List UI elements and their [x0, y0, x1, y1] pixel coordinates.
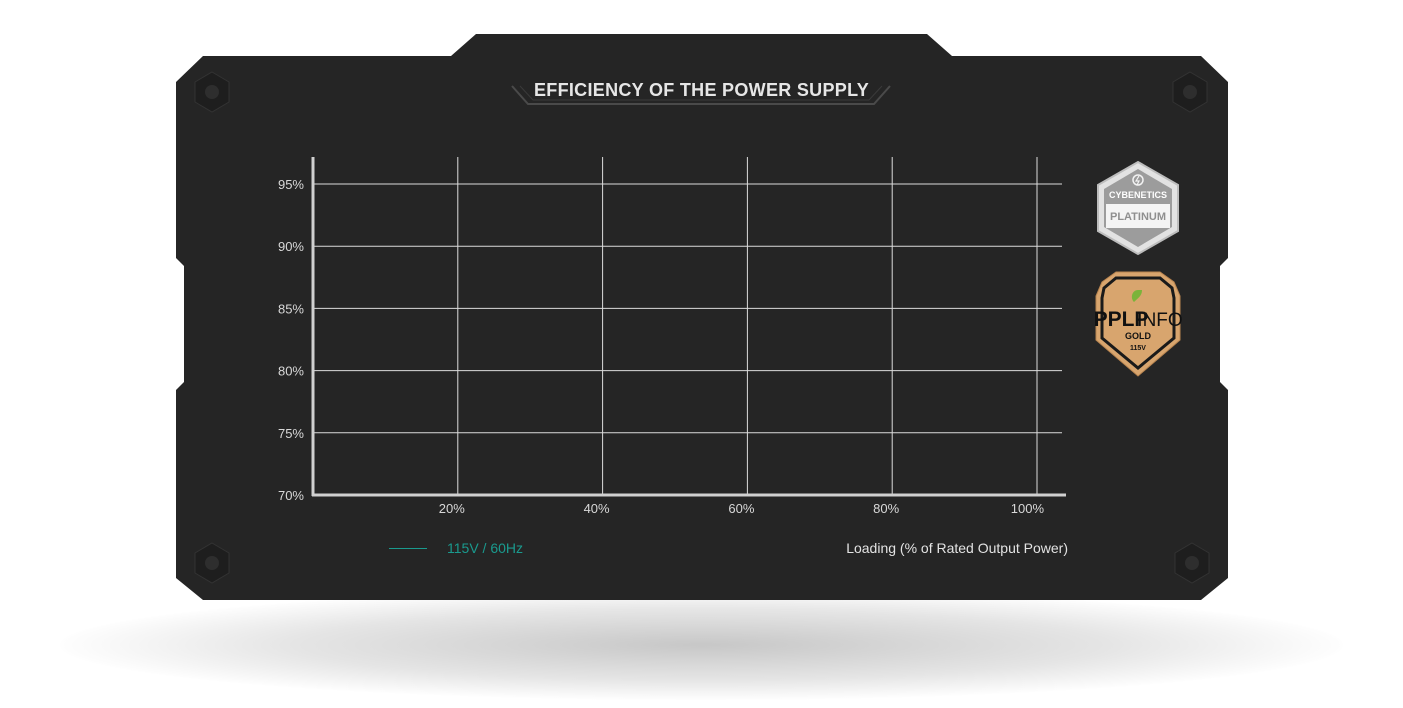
x-tick-label: 60%	[728, 501, 754, 516]
leaf-icon	[1131, 290, 1142, 302]
cybenetics-brand: CYBENETICS	[1109, 190, 1167, 200]
lightning-icon	[1132, 174, 1144, 186]
corner-screw-icon	[1174, 542, 1210, 584]
x-tick-label: 20%	[439, 501, 465, 516]
corner-screw-icon	[194, 71, 230, 113]
legend-line-swatch	[389, 547, 427, 549]
grid-layer	[313, 157, 1062, 495]
cybenetics-platinum-badge: CYBENETICS PLATINUM	[1097, 160, 1179, 256]
x-tick-label: 80%	[873, 501, 899, 516]
title-frame-inner	[519, 85, 883, 101]
pplp-voltage: 115V	[1130, 345, 1146, 352]
x-tick-label: 100%	[1011, 501, 1045, 516]
legend-label: 115V / 60Hz	[447, 540, 524, 556]
corner-screw-icon	[194, 542, 230, 584]
panel-shadow	[60, 590, 1343, 700]
pplp-brand-left: PPLP	[1094, 308, 1148, 331]
y-tick-label: 70%	[278, 488, 304, 503]
tick-layer: 70% 75% 80% 85% 90% 95% 20% 40% 60% 80% 100%	[278, 177, 1044, 516]
y-tick-label: 90%	[278, 239, 304, 254]
x-tick-label: 40%	[584, 501, 610, 516]
legend: 115V / 60Hz	[389, 540, 523, 556]
y-tick-label: 95%	[278, 177, 304, 192]
cybenetics-level: PLATINUM	[1110, 211, 1166, 223]
axis-layer	[311, 157, 1066, 497]
chart-title: EFFICIENCY OF THE POWER SUPPLY	[533, 80, 870, 100]
x-axis-label: Loading (% of Rated Output Power)	[846, 540, 1068, 556]
pplp-level: GOLD	[1125, 331, 1151, 341]
pplp-brand-right: INFO	[1137, 310, 1182, 331]
corner-screw-icon	[1172, 71, 1208, 113]
panel-body	[176, 34, 1228, 600]
y-tick-label: 80%	[278, 364, 304, 379]
y-tick-label: 85%	[278, 301, 304, 316]
pplp-gold-badge: PPLP INFO GOLD 115V	[1094, 271, 1182, 377]
y-tick-label: 75%	[278, 426, 304, 441]
title-frame	[511, 85, 891, 105]
